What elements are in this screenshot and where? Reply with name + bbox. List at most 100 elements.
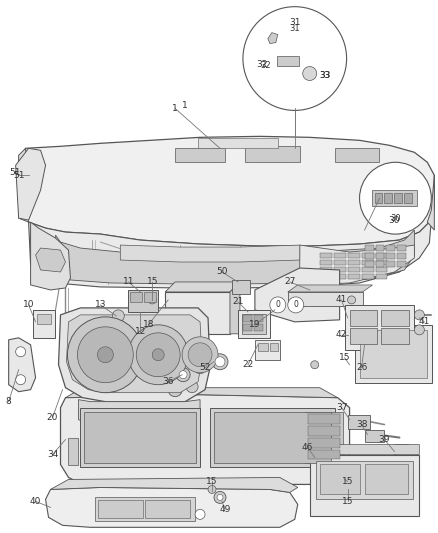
Polygon shape <box>9 338 35 392</box>
Bar <box>333 267 345 272</box>
Bar <box>359 330 426 378</box>
Bar <box>333 274 345 279</box>
Circle shape <box>16 347 25 357</box>
Circle shape <box>136 333 180 377</box>
Circle shape <box>194 362 205 374</box>
Polygon shape <box>309 445 418 455</box>
Bar <box>319 260 331 265</box>
Bar <box>385 261 395 267</box>
Polygon shape <box>65 387 337 398</box>
Text: 39: 39 <box>378 435 389 444</box>
Bar <box>333 253 345 258</box>
Bar <box>231 280 249 294</box>
Bar <box>347 415 369 429</box>
Text: 1: 1 <box>172 104 178 113</box>
Circle shape <box>194 510 205 519</box>
Polygon shape <box>18 148 28 222</box>
Bar <box>165 292 230 334</box>
Text: 0: 0 <box>293 301 297 309</box>
Bar <box>237 310 269 338</box>
Text: 12: 12 <box>134 327 145 336</box>
Text: 27: 27 <box>283 278 295 286</box>
Circle shape <box>310 361 318 369</box>
Polygon shape <box>50 478 297 492</box>
Text: 13: 13 <box>95 301 106 309</box>
Text: 15: 15 <box>338 353 350 362</box>
Bar <box>334 148 378 162</box>
Bar <box>98 500 143 518</box>
Bar <box>253 315 262 322</box>
Text: 1: 1 <box>182 101 187 110</box>
Bar <box>80 408 200 467</box>
Circle shape <box>176 368 190 382</box>
Bar <box>128 290 158 312</box>
Bar <box>254 340 279 360</box>
Bar <box>385 253 395 259</box>
Text: 49: 49 <box>219 505 230 514</box>
Text: 31: 31 <box>289 24 300 33</box>
Bar <box>361 253 373 258</box>
Circle shape <box>359 162 431 234</box>
Text: 18: 18 <box>142 320 154 329</box>
Bar <box>374 253 387 258</box>
Bar <box>396 261 406 267</box>
Bar <box>253 324 262 331</box>
Bar <box>396 253 406 259</box>
Text: 52: 52 <box>199 363 210 372</box>
Bar <box>276 55 298 66</box>
Text: 19: 19 <box>249 320 260 329</box>
Text: 11: 11 <box>122 278 134 286</box>
Text: 15: 15 <box>341 477 353 486</box>
Polygon shape <box>254 268 339 322</box>
Circle shape <box>16 375 25 385</box>
Bar <box>381 328 409 344</box>
Bar <box>374 253 384 259</box>
Bar <box>347 260 359 265</box>
Bar <box>394 193 402 203</box>
Text: 10: 10 <box>23 301 34 309</box>
Bar <box>32 310 54 338</box>
Bar <box>364 245 373 251</box>
Text: 15: 15 <box>146 278 158 286</box>
Text: 41: 41 <box>335 295 346 304</box>
Bar <box>374 260 387 265</box>
Polygon shape <box>426 175 433 230</box>
Bar <box>385 245 395 251</box>
Bar <box>347 253 359 258</box>
Circle shape <box>242 7 346 110</box>
Bar <box>309 455 418 516</box>
Bar <box>364 464 407 495</box>
Bar <box>374 267 387 272</box>
Polygon shape <box>120 245 299 262</box>
Bar <box>374 245 384 251</box>
Text: 42: 42 <box>335 330 346 340</box>
Bar <box>364 430 384 441</box>
Text: 32: 32 <box>260 61 271 70</box>
Bar <box>403 193 411 203</box>
Polygon shape <box>394 445 417 457</box>
Bar <box>374 193 381 203</box>
Text: 30: 30 <box>388 216 399 224</box>
Polygon shape <box>165 282 240 292</box>
Bar <box>347 274 359 279</box>
Bar <box>244 147 299 162</box>
Polygon shape <box>46 487 297 527</box>
Bar <box>307 425 339 435</box>
Bar <box>307 438 339 448</box>
Bar <box>315 462 413 499</box>
Bar <box>36 314 50 324</box>
Bar <box>349 328 377 344</box>
Bar <box>319 267 331 272</box>
Text: 36: 36 <box>162 377 173 386</box>
Bar <box>354 325 431 383</box>
Text: 46: 46 <box>301 443 313 452</box>
Circle shape <box>186 381 198 393</box>
Polygon shape <box>267 33 277 44</box>
Bar <box>361 260 373 265</box>
Bar <box>145 500 190 518</box>
Circle shape <box>212 354 227 370</box>
Bar <box>84 411 196 464</box>
Polygon shape <box>28 220 431 288</box>
Polygon shape <box>78 400 200 425</box>
Bar <box>257 343 267 351</box>
